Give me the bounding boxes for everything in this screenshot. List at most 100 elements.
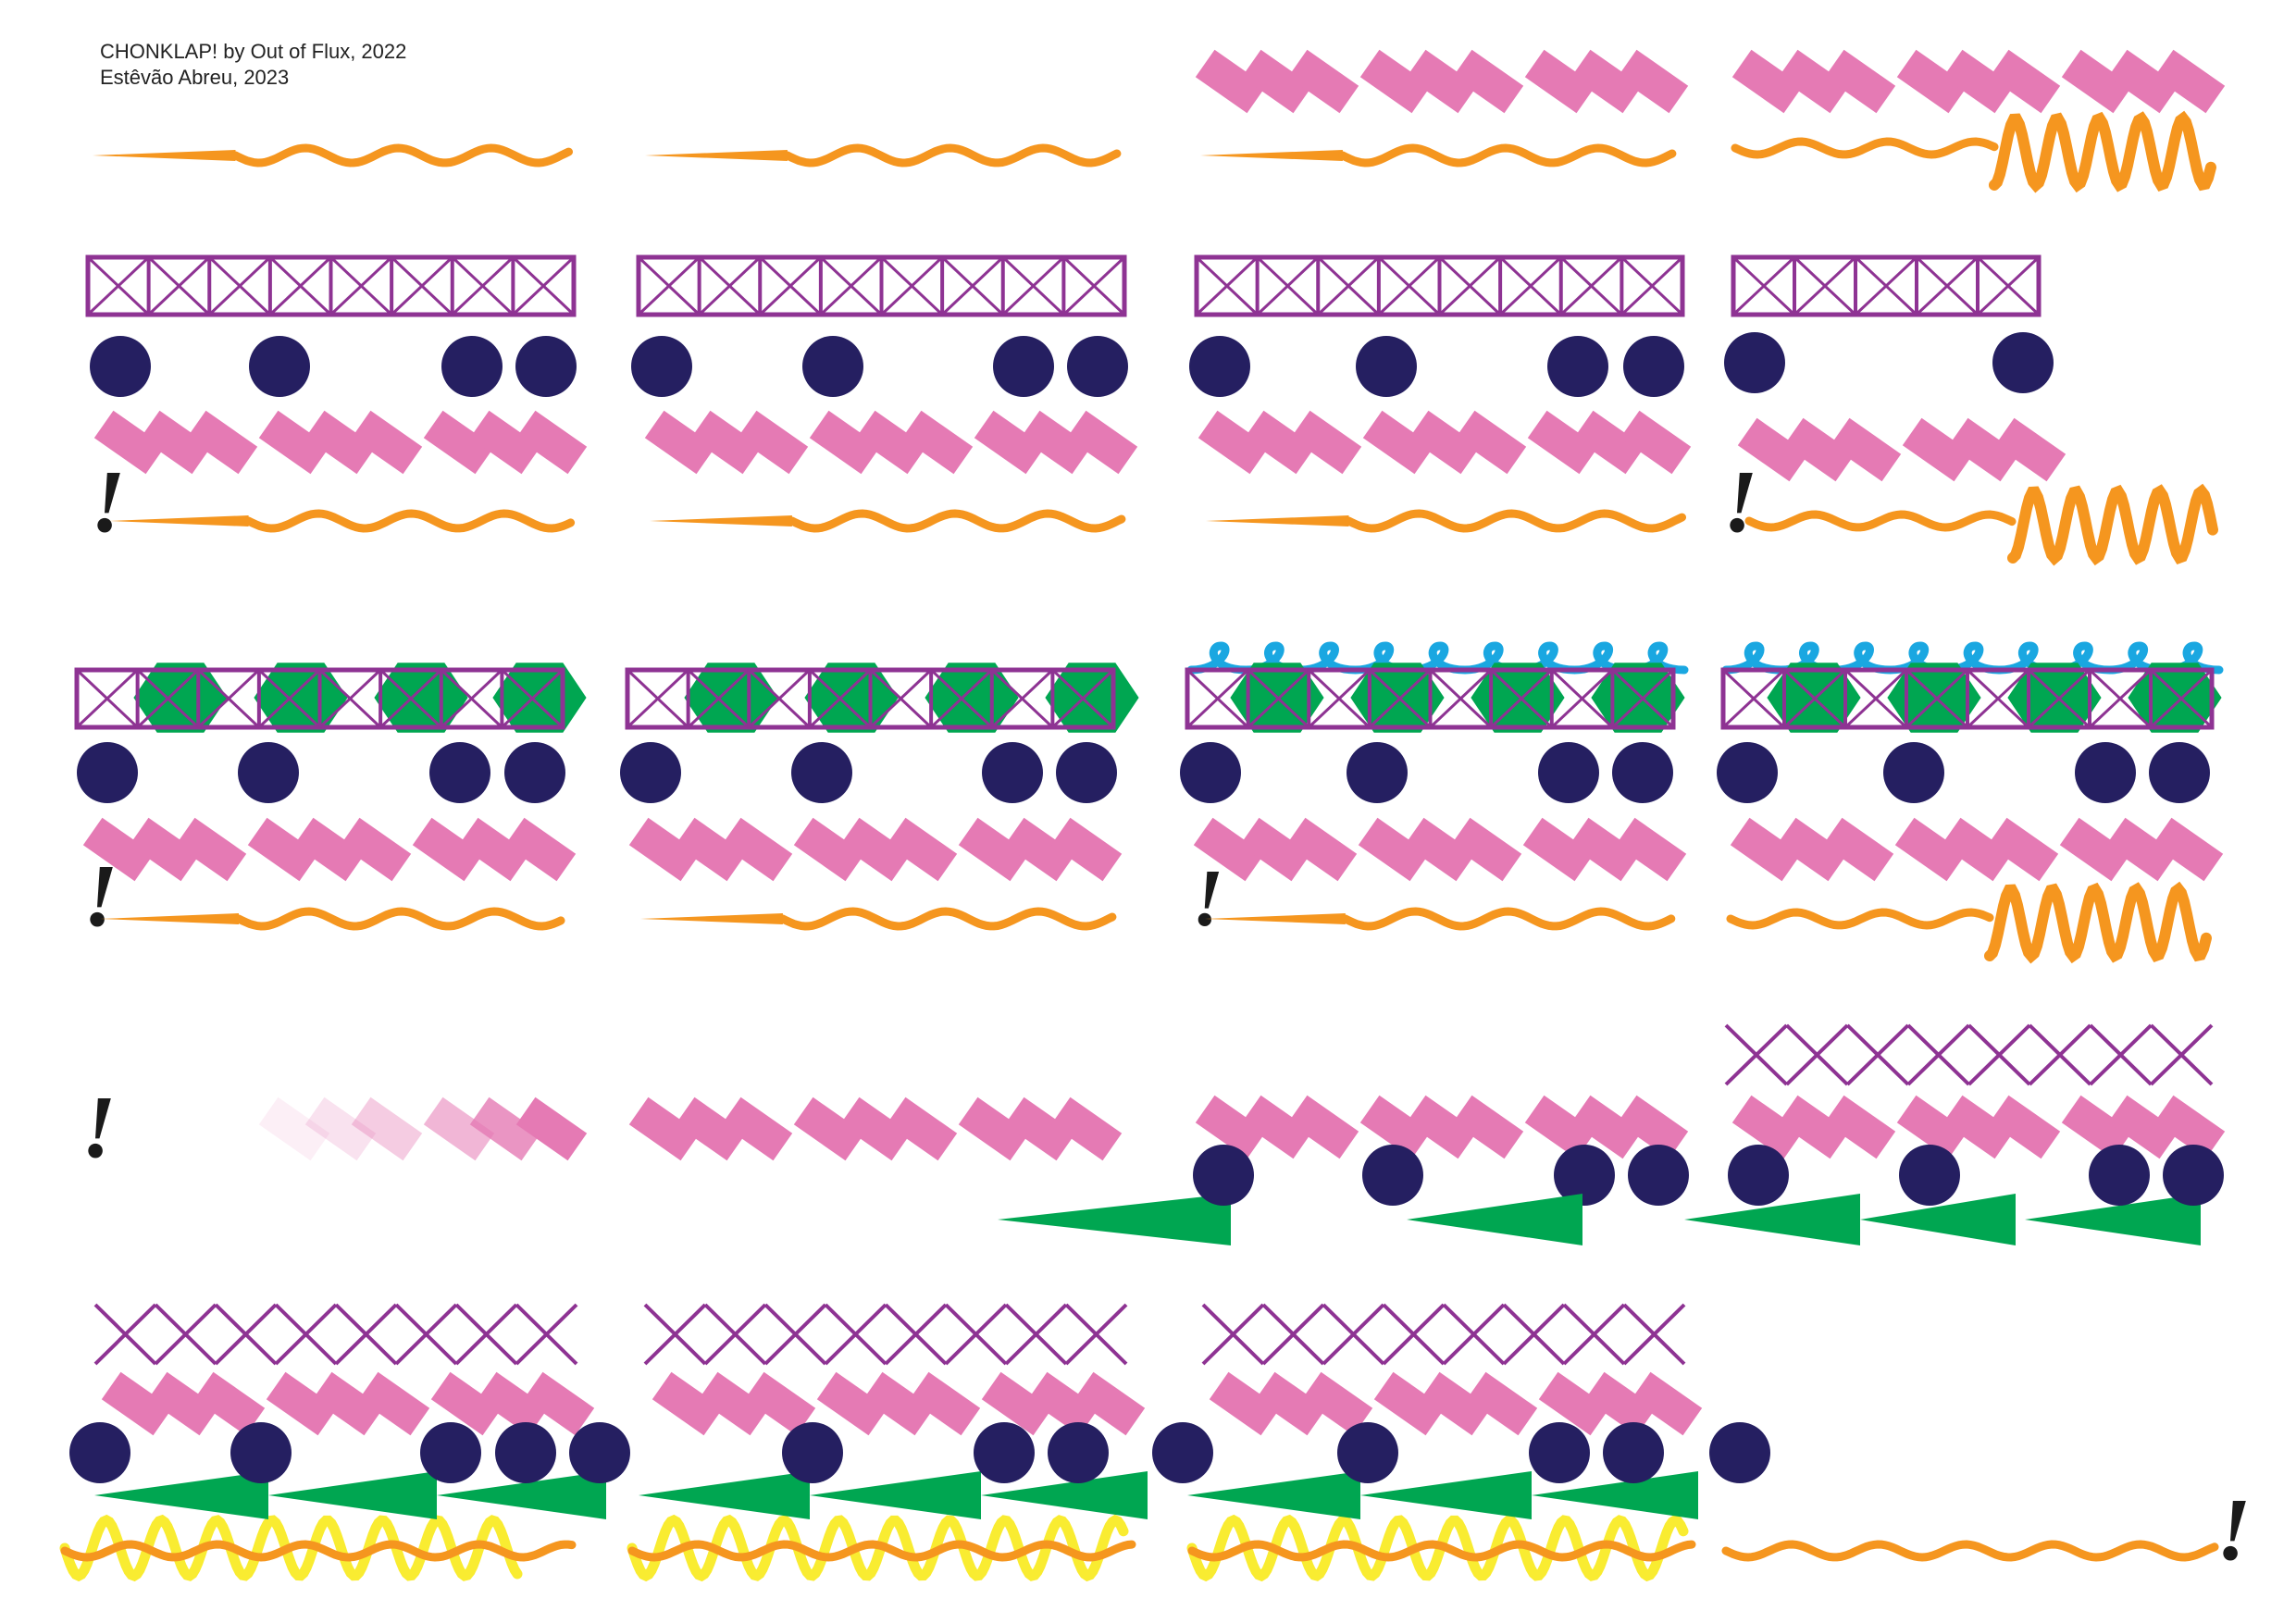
orange-wave-icon <box>627 1540 1136 1562</box>
pink-block-icon <box>351 1096 423 1161</box>
pink-block-icon <box>1359 49 1432 114</box>
pink-block-icon <box>1941 817 2013 882</box>
navy-dot-icon <box>782 1422 843 1483</box>
purple-x-icon <box>1004 1303 1068 1366</box>
pink-block-icon <box>2107 1095 2179 1159</box>
pink-block-icon <box>140 410 212 475</box>
pink-block-icon <box>1450 817 1522 882</box>
pink-block-icon <box>1569 817 1641 882</box>
purple-x-icon <box>454 1303 518 1366</box>
pink-block-icon <box>1004 1096 1076 1161</box>
pink-block-icon <box>293 817 366 882</box>
pink-block-icon <box>1570 49 1643 114</box>
pink-block-icon <box>312 1371 384 1436</box>
purple-x-icon <box>1622 1303 1686 1366</box>
lattice-cross <box>379 668 442 729</box>
pink-block-icon <box>1731 49 1804 114</box>
pink-block-icon <box>1830 417 1902 482</box>
lattice-cross <box>512 255 576 316</box>
pink-block-icon <box>1538 1371 1610 1436</box>
navy-dot-icon <box>802 336 863 397</box>
lattice-cross <box>501 668 565 729</box>
pink-block-icon <box>351 410 423 475</box>
purple-x-icon <box>1502 1303 1566 1366</box>
lattice-cross <box>1559 255 1623 316</box>
lattice-cross <box>136 668 200 729</box>
navy-dot-icon <box>1628 1145 1689 1206</box>
purple-x-icon <box>1724 1023 1789 1086</box>
navy-dot-icon <box>1056 742 1117 803</box>
orange-tail-icon <box>93 150 236 161</box>
purple-x-icon <box>824 1303 887 1366</box>
navy-dot-icon <box>974 1422 1035 1483</box>
pink-block-icon <box>1617 1095 1689 1159</box>
purple-x-icon <box>214 1303 278 1366</box>
orange-wave-icon <box>1744 510 2017 532</box>
pink-block-icon <box>1584 1371 1657 1436</box>
pink-block-icon <box>1287 49 1359 114</box>
lattice-cross <box>1731 255 1796 316</box>
navy-dot-icon <box>429 742 490 803</box>
orange-wave-icon <box>244 509 576 533</box>
orange-wave-icon <box>231 143 573 167</box>
orange-wave-icon <box>778 907 1117 931</box>
pink-block-icon <box>1778 1095 1850 1159</box>
pink-block-icon <box>958 817 1030 882</box>
pink-block-icon <box>721 817 793 882</box>
green-wedge-icon <box>1360 1471 1532 1519</box>
pink-block-icon <box>304 1096 377 1161</box>
pink-block-icon <box>1244 410 1316 475</box>
pink-block-icon <box>1570 1095 1643 1159</box>
orange-tail-icon <box>650 515 792 527</box>
pink-block-icon <box>737 410 809 475</box>
pink-block-icon <box>1358 817 1430 882</box>
navy-dot-icon <box>1883 742 1944 803</box>
navy-dot-icon <box>515 336 577 397</box>
pink-block-icon <box>258 410 330 475</box>
lattice-cross <box>268 255 332 316</box>
pink-block-icon <box>1198 410 1270 475</box>
pink-block-icon <box>839 817 912 882</box>
lattice-cross <box>1966 668 2030 729</box>
purple-x-icon <box>154 1303 217 1366</box>
orange-wave-icon <box>1187 1540 1696 1562</box>
pink-block-icon <box>412 817 484 882</box>
orange-wave-icon <box>1731 137 1999 159</box>
orange-zigzag-icon <box>1989 110 2216 193</box>
pink-block-icon <box>1359 1095 1432 1159</box>
pink-block-icon <box>1452 49 1524 114</box>
green-wedge-icon <box>639 1471 810 1519</box>
green-hexagon-icon <box>374 663 468 733</box>
orange-wave-icon <box>1338 143 1677 167</box>
pink-block-icon <box>1195 1095 1267 1159</box>
pink-block-icon <box>515 1096 588 1161</box>
pink-block-icon <box>2107 49 2179 114</box>
lattice-cross <box>1195 255 1259 316</box>
lattice-cross <box>637 255 701 316</box>
purple-x-icon <box>515 1303 578 1366</box>
pink-block-icon <box>1452 1095 1524 1159</box>
pink-block-icon <box>855 410 927 475</box>
lattice-cross <box>1499 255 1562 316</box>
lattice-cross <box>698 255 762 316</box>
blue-loop-icon <box>1721 641 2224 675</box>
pink-block-icon <box>186 410 258 475</box>
purple-x-icon <box>2089 1023 2153 1086</box>
green-wedge-icon <box>94 1471 268 1519</box>
lattice-cross <box>1620 255 1684 316</box>
pink-block-icon <box>304 410 377 475</box>
orange-zigzag-icon <box>1984 881 2212 964</box>
pink-block-icon <box>1406 1095 1478 1159</box>
pink-block-icon <box>1620 410 1692 475</box>
orange-tail-icon <box>1206 515 1349 527</box>
navy-dot-icon <box>249 336 310 397</box>
navy-dot-icon <box>1992 332 2054 393</box>
lattice-cross <box>329 255 393 316</box>
exclamation-icon: ! <box>83 846 118 945</box>
pink-block-icon <box>1285 817 1358 882</box>
pink-block-icon <box>1301 1371 1373 1436</box>
lattice-cross <box>1976 255 2041 316</box>
orange-wave-icon <box>1726 908 1994 930</box>
pink-block-icon <box>523 1371 595 1436</box>
